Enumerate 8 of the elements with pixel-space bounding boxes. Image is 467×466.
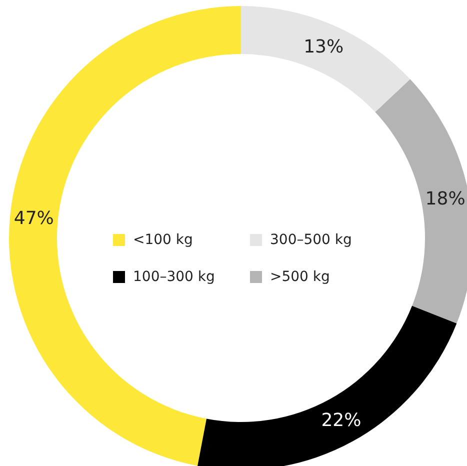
legend-label: 100–300 kg	[133, 269, 215, 285]
data-label: 18%	[425, 188, 466, 210]
data-label: 22%	[321, 410, 362, 431]
legend-label: 300–500 kg	[270, 232, 352, 248]
legend-label: <100 kg	[133, 232, 193, 248]
data-label: 13%	[304, 36, 344, 58]
data-label: 47%	[14, 208, 54, 229]
legend-label: >500 kg	[270, 269, 330, 285]
